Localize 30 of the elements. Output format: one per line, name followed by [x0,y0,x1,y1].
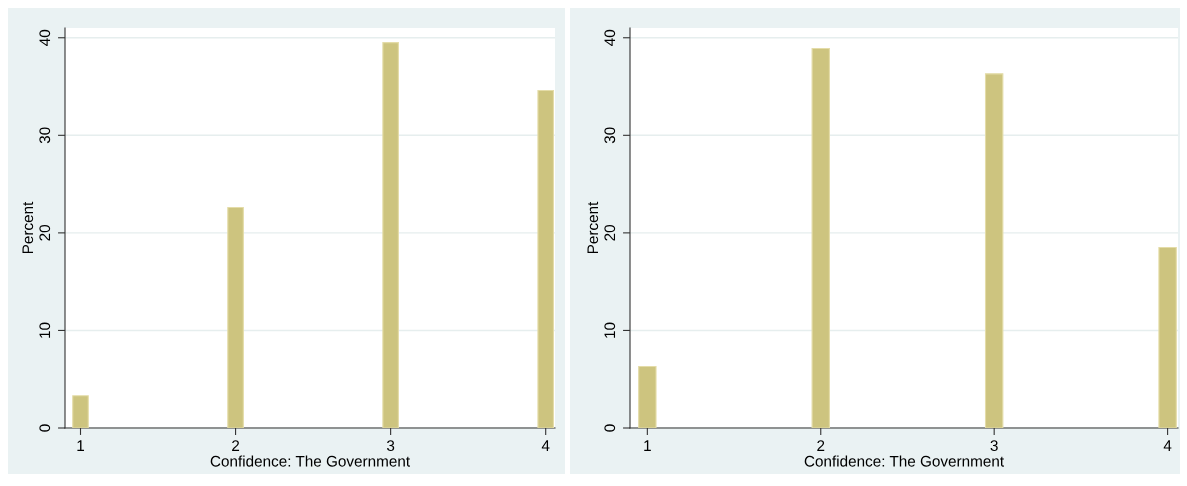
x-tick-label: 3 [990,440,998,452]
y-tick-label: 0 [39,424,51,432]
x-tick-label: 3 [386,440,395,452]
y-axis-title: Percent [22,201,34,254]
x-tick-label: 4 [541,440,550,451]
y-tick-label: 20 [604,224,616,241]
y-tick-label: 10 [604,322,616,338]
x-axis-title: Confidence: The Government [804,455,1004,467]
bar [984,73,1004,428]
x-tick-label: 2 [232,440,240,451]
x-tick-label: 1 [77,440,85,451]
bar [382,42,399,428]
y-tick-label: 10 [39,322,51,338]
bar [638,365,657,428]
x-tick-label: 1 [644,440,651,451]
x-tick-label: 2 [817,440,825,451]
y-axis-title: Percent [587,201,599,254]
x-axis-title: Confidence: The Government [210,455,410,467]
x-tick-label: 4 [1163,440,1172,451]
y-tick-label: 30 [604,127,616,144]
bar [537,89,555,428]
y-tick-label: 40 [39,29,51,46]
bar [227,206,244,428]
bar [1158,246,1177,428]
bar [72,395,89,428]
y-tick-label: 0 [604,424,616,432]
y-tick-label: 30 [39,127,51,144]
y-tick-label: 40 [604,29,616,46]
bar [811,47,830,428]
y-tick-label: 20 [39,224,51,241]
